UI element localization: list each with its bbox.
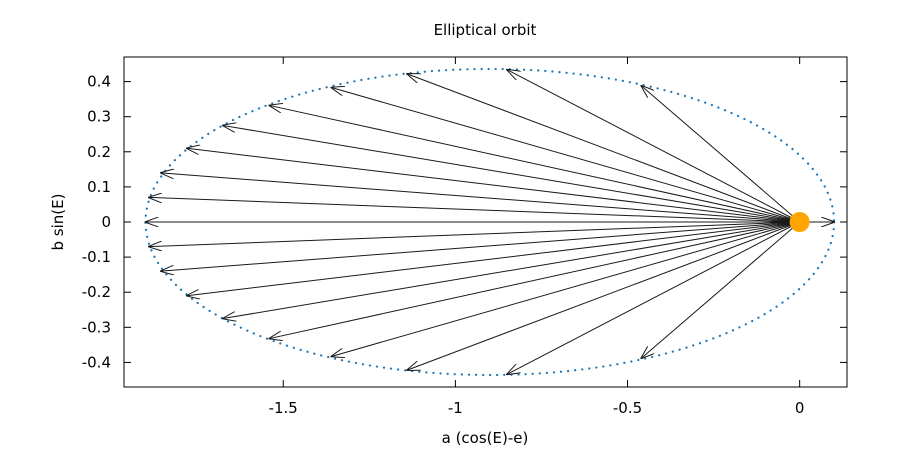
position-vector-17 [407,221,800,370]
position-vector-9 [149,197,800,223]
y-tick-label: 0.2 [87,143,111,161]
y-tick-label: 0.1 [87,178,111,196]
y-tick-label: 0 [101,213,111,231]
y-tick-label: 0.4 [87,73,111,91]
position-vector-12 [161,221,800,271]
chart-title: Elliptical orbit [434,21,537,39]
x-tick-label: -1.5 [269,399,298,417]
focus-point [789,212,810,232]
y-axis-label: b sin(E) [49,194,67,251]
position-vector-11 [149,221,800,247]
y-tick-label: 0.3 [87,108,111,126]
plot-area [144,67,836,377]
position-vector-8 [161,173,800,223]
position-vector-1 [641,86,800,223]
y-tick-label: -0.3 [82,318,111,336]
position-vector-7 [187,148,800,223]
position-vector-5 [269,105,800,223]
x-tick-label: -1 [448,399,463,417]
position-vector-4 [331,88,800,223]
position-vector-15 [269,221,800,339]
position-vector-19 [641,221,800,358]
position-vector-13 [187,221,800,296]
y-tick-label: -0.2 [82,283,111,301]
position-vector-2 [507,70,800,223]
position-vector-14 [223,221,800,319]
position-vector-6 [223,125,800,223]
x-tick-label: 0 [795,399,805,417]
y-tick-label: -0.4 [82,353,111,371]
x-tick-label: -0.5 [613,399,642,417]
x-axis-label: a (cos(E)-e) [442,429,529,447]
position-vector-16 [331,221,800,356]
position-vector-18 [507,221,800,374]
y-tick-label: -0.1 [82,248,111,266]
axis-ticks: -1.5 -1 -0.5 0 0.4 0.3 0.2 0.1 0 -0.1 -0.2 -0.3 -0.4 [82,57,847,417]
position-vector-3 [407,74,800,223]
